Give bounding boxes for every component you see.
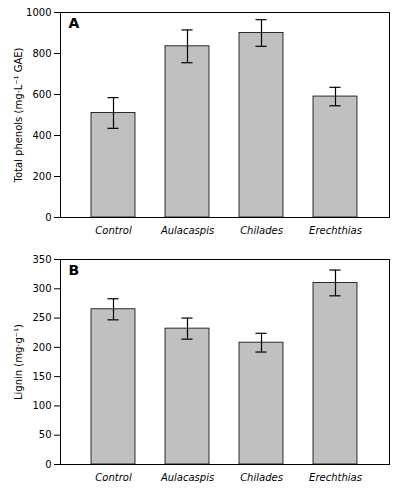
svg-text:1000: 1000 <box>26 7 51 18</box>
svg-text:Chilades: Chilades <box>240 225 283 236</box>
svg-text:350: 350 <box>32 254 51 265</box>
svg-text:250: 250 <box>32 312 51 323</box>
svg-text:50: 50 <box>39 429 52 440</box>
svg-text:200: 200 <box>32 342 51 353</box>
svg-text:Erechthias: Erechthias <box>309 225 362 236</box>
svg-text:A: A <box>69 15 80 31</box>
svg-text:Aulacaspis: Aulacaspis <box>160 472 214 483</box>
svg-text:Erechthias: Erechthias <box>309 472 362 483</box>
svg-text:600: 600 <box>32 89 51 100</box>
svg-text:Control: Control <box>95 225 132 236</box>
svg-text:200: 200 <box>32 171 51 182</box>
svg-text:Total phenols (mg·L⁻¹ GAE): Total phenols (mg·L⁻¹ GAE) <box>13 47 24 183</box>
svg-text:100: 100 <box>32 400 51 411</box>
svg-text:Lignin (mg·g⁻¹): Lignin (mg·g⁻¹) <box>13 324 24 400</box>
svg-text:150: 150 <box>32 371 51 382</box>
svg-text:0: 0 <box>45 459 51 470</box>
svg-text:300: 300 <box>32 283 51 294</box>
svg-text:800: 800 <box>32 48 51 59</box>
svg-text:400: 400 <box>32 130 51 141</box>
svg-text:0: 0 <box>45 212 51 223</box>
svg-text:Aulacaspis: Aulacaspis <box>160 225 214 236</box>
svg-text:Chilades: Chilades <box>240 472 283 483</box>
svg-text:B: B <box>69 262 80 278</box>
svg-text:Control: Control <box>95 472 132 483</box>
